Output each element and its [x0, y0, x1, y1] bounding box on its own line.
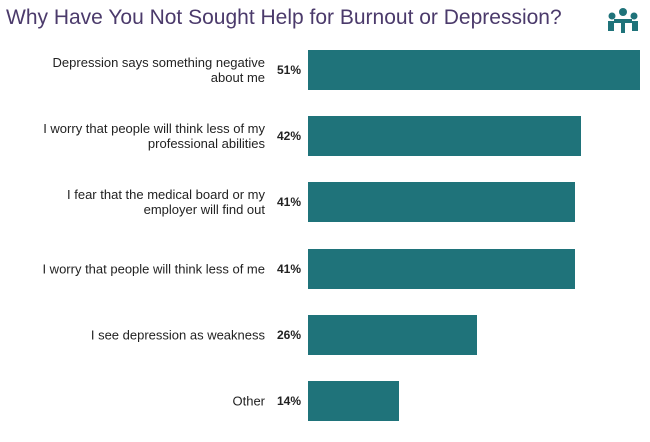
category-label: I see depression as weakness [90, 327, 265, 343]
value-label: 41% [276, 195, 301, 210]
logo-icon [608, 8, 638, 33]
bar [308, 116, 582, 157]
bar [308, 314, 478, 355]
bar [308, 50, 640, 90]
category-label: Depression says something negative about… [52, 55, 265, 85]
value-label: 51% [276, 63, 301, 77]
chart-title: Why Have You Not Sought Help for Burnout… [6, 6, 562, 29]
bar [308, 248, 575, 289]
category-label: Other [232, 393, 265, 409]
bar [308, 182, 575, 223]
category-label: I worry that people will think less of m… [43, 121, 265, 152]
category-label: I fear that the medical board or my empl… [67, 187, 265, 218]
value-label: 42% [276, 129, 301, 144]
value-label: 26% [276, 327, 301, 342]
category-label: I worry that people will think less of m… [42, 261, 265, 277]
bar [308, 381, 400, 421]
value-label: 41% [276, 261, 301, 276]
value-label: 14% [276, 394, 301, 408]
